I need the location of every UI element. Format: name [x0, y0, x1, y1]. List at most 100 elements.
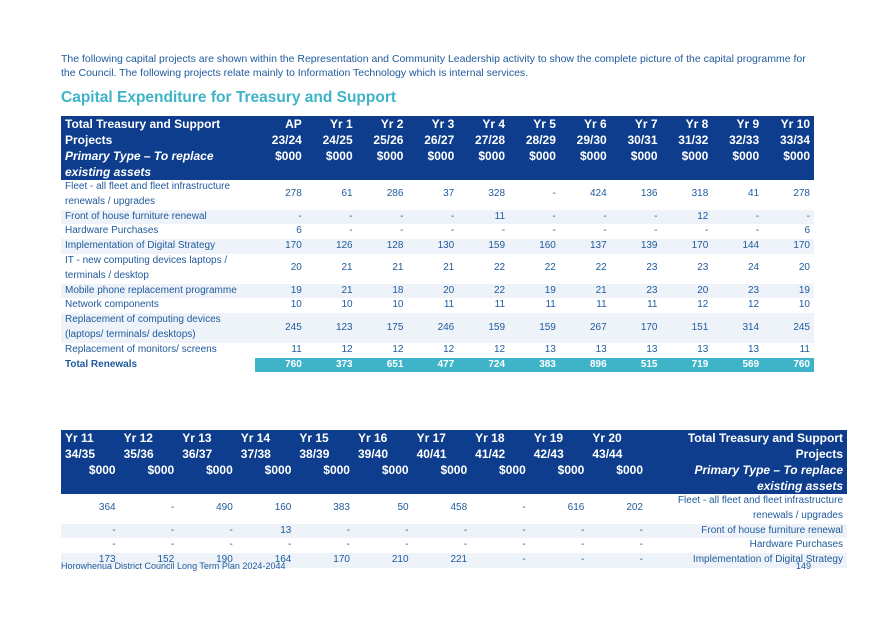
column-header: Yr 18 41/42 $000 — [471, 430, 530, 494]
cell-value: 23 — [712, 283, 764, 299]
intro-paragraph: The following capital projects are shown… — [61, 53, 806, 79]
cell-value: 10 — [392, 299, 404, 311]
cell-value: 12 — [392, 343, 404, 355]
column-period: Yr 14 — [240, 431, 271, 445]
column-period: Yr 3 — [431, 117, 455, 131]
column-header: Yr 3 26/27 $000 — [407, 116, 459, 180]
cell-value: 11 — [596, 299, 607, 311]
total-value: 760 — [763, 357, 814, 373]
cell-value: 424 — [590, 188, 607, 200]
cell-value: 22 — [458, 283, 510, 299]
column-years: 35/36 — [123, 447, 154, 461]
cell-value: 10 — [290, 299, 302, 311]
cell-value: 11 — [443, 299, 455, 311]
cell-value: - — [229, 539, 233, 551]
table-body: 364-490 160 383 50 458-616 202 Fleet - all fle… — [61, 494, 847, 568]
table-title: Total Treasury and Support Projects — [65, 117, 221, 147]
row-label: Network components — [65, 299, 159, 311]
cell-value: 210 — [353, 553, 413, 568]
cell-value: 19 — [255, 283, 306, 299]
cell-value: 123 — [305, 313, 357, 343]
column-header: Yr 6 29/30 $000 — [559, 116, 611, 180]
cell-value: 278 — [793, 188, 810, 200]
cell-value: - — [356, 209, 408, 225]
cell-value: 20 — [798, 262, 810, 274]
footer-document-title: Horowhenua District Council Long Term Pl… — [61, 561, 286, 571]
table-subtitle: Primary Type – To replace existing asset… — [694, 463, 843, 493]
column-years: 26/27 — [424, 133, 455, 147]
cell-value: 23 — [610, 283, 662, 299]
column-period: AP — [285, 117, 302, 131]
row-label: Implementation of Digital Strategy — [61, 239, 255, 254]
cell-value: - — [170, 502, 175, 514]
cell-value: - — [509, 209, 560, 225]
cell-value: 175 — [356, 313, 408, 343]
cell-value: 12 — [697, 299, 709, 311]
cell-value: 139 — [610, 239, 662, 254]
cell-value: 173 — [61, 553, 120, 568]
column-years: 36/37 — [182, 447, 213, 461]
capex-table-years-11-20: Yr 11 34/35 $000 Yr 12 35/36 $000 Yr 13 36/37… — [61, 430, 847, 568]
cell-value: 24 — [748, 262, 760, 274]
column-unit: $000 — [88, 463, 116, 477]
column-unit: $000 — [499, 463, 526, 477]
table-body: Fleet - all fleet and fleet infrastructu… — [61, 180, 814, 373]
cell-value: 12 — [341, 343, 353, 355]
cell-value: 328 — [488, 188, 506, 200]
cell-value: 13 — [544, 343, 556, 355]
cell-value: 170 — [295, 553, 354, 568]
column-period: Yr 12 — [123, 431, 153, 445]
cell-value: - — [463, 539, 468, 551]
column-years: 25/26 — [373, 133, 404, 147]
column-header: Yr 5 28/29 $000 — [509, 116, 560, 180]
cell-value: - — [552, 188, 556, 200]
cell-value: 616 — [567, 502, 585, 514]
table-subtitle: Primary Type – To replace existing asset… — [65, 149, 214, 179]
table-row: Implementation of Digital Strategy 170 126… — [61, 239, 814, 254]
table-row: Replacement of computing devices (laptop… — [61, 313, 814, 343]
column-period: Yr 8 — [685, 117, 709, 131]
cell-value: 278 — [285, 188, 302, 200]
cell-value: 13 — [697, 343, 709, 355]
column-years: 34/35 — [65, 447, 96, 461]
row-label: IT - new computing devices laptops / ter… — [65, 254, 228, 281]
cell-value: 152 — [119, 553, 179, 568]
column-years: 39/40 — [357, 447, 388, 461]
cell-value: 18 — [356, 283, 408, 299]
cell-value: 50 — [397, 502, 409, 514]
total-value: 569 — [712, 357, 764, 373]
cell-value: - — [501, 225, 506, 237]
cell-value: - — [112, 539, 116, 551]
cell-value: 364 — [98, 502, 116, 514]
column-years: 29/30 — [576, 133, 607, 147]
cell-value: 11 — [799, 343, 810, 355]
capex-table-years-1-10: Total Treasury and Support Projects Prim… — [61, 116, 814, 373]
cell-value: 20 — [407, 283, 459, 299]
row-label: Fleet - all fleet and fleet infrastructu… — [65, 181, 231, 207]
column-unit: $000 — [440, 463, 468, 477]
cell-value: 314 — [712, 313, 764, 343]
column-period: Yr 10 — [780, 117, 810, 131]
cell-value: 12 — [493, 343, 506, 355]
column-header: Yr 11 34/35 $000 — [61, 430, 120, 494]
cell-value: 170 — [661, 239, 713, 254]
column-header: Yr 19 42/43 $000 — [529, 430, 589, 494]
cell-value: - — [704, 225, 709, 237]
column-header: Yr 12 35/36 $000 — [119, 430, 179, 494]
cell-value: 164 — [236, 553, 296, 568]
cell-value: - — [400, 225, 404, 237]
column-period: Yr 16 — [357, 431, 388, 445]
column-years: 27/28 — [475, 133, 506, 147]
cell-value: 21 — [305, 283, 357, 299]
cell-value: 170 — [610, 313, 662, 343]
cell-value: 6 — [804, 225, 810, 237]
total-value: 515 — [610, 357, 662, 373]
cell-value: - — [763, 209, 814, 225]
cell-value: - — [305, 209, 357, 225]
cell-value: 383 — [333, 502, 350, 514]
column-header: Yr 17 40/41 $000 — [412, 430, 472, 494]
column-years: 24/25 — [322, 133, 353, 147]
cell-value: 137 — [559, 239, 611, 254]
cell-value: 126 — [305, 239, 357, 254]
cell-value: 11 — [291, 343, 302, 355]
